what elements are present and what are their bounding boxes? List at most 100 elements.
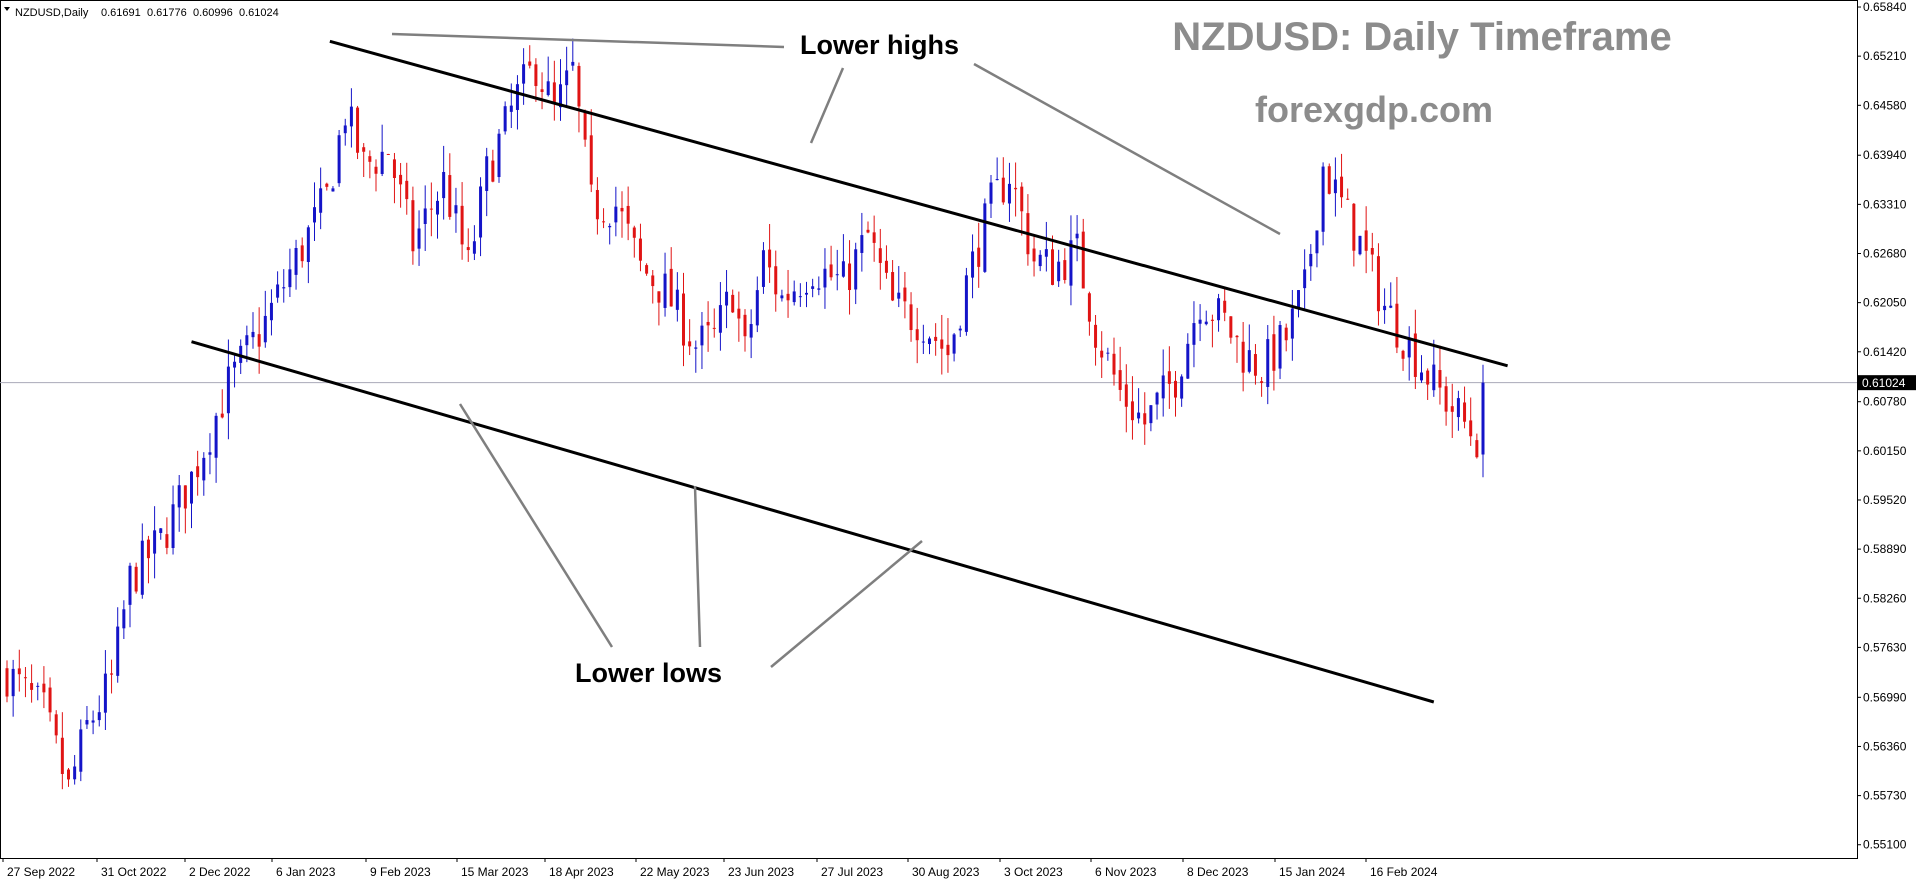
x-tick-label: 23 Jun 2023 <box>728 865 794 879</box>
bull-candle <box>755 276 759 333</box>
candle-body <box>288 269 292 288</box>
candle-body <box>712 327 716 329</box>
candle-body <box>36 685 40 687</box>
bear-candle <box>1020 182 1024 236</box>
time-axis[interactable]: 27 Sep 2022 31 Oct 2022 2 Dec 2022 6 Jan 20… <box>2 858 1438 879</box>
candle-body <box>97 712 101 721</box>
candle-body <box>399 174 403 185</box>
bull-candle <box>417 210 421 266</box>
ohlc-close: 0.61024 <box>239 7 279 19</box>
bear-candle <box>934 323 938 356</box>
candle-body <box>1272 334 1276 371</box>
bear-candle <box>1100 331 1104 378</box>
bull-candle <box>1044 221 1048 272</box>
bull-candle <box>817 276 821 296</box>
bull-candle <box>1358 235 1362 256</box>
candle-body <box>1346 198 1350 200</box>
bull-candle <box>798 283 802 307</box>
candle-body <box>1444 386 1448 412</box>
bull-candle <box>1149 405 1153 432</box>
trendline-lower <box>191 340 1435 704</box>
bear-candle <box>1260 376 1264 397</box>
candle-body <box>509 105 513 112</box>
candle-body <box>159 528 163 533</box>
dropdown-triangle-icon[interactable] <box>4 7 10 11</box>
bull-candle <box>1383 288 1387 324</box>
bear-candle <box>17 649 21 692</box>
bear-candle <box>429 182 433 237</box>
bull-candle <box>128 562 132 628</box>
candle-body <box>638 238 642 261</box>
bull-candle <box>159 528 163 540</box>
annotation-lower-highs: Lower highs <box>800 30 959 60</box>
candle-body <box>448 175 452 217</box>
candle-body <box>442 171 446 199</box>
candle-body <box>140 540 144 595</box>
candle-body <box>73 766 77 780</box>
candle-body <box>841 261 845 277</box>
candle-body <box>5 668 9 697</box>
price-axis[interactable]: 0.65840 0.65210 0.64580 0.63940 0.63310 0.626… <box>1857 0 1907 852</box>
ohlc-open: 0.61691 <box>101 7 141 19</box>
bear-candle <box>620 191 624 238</box>
candle-body <box>454 205 458 214</box>
candle-body <box>565 70 569 86</box>
candle-body <box>571 61 575 66</box>
candle-body <box>731 294 735 313</box>
bull-candle <box>989 174 993 218</box>
candle-body <box>436 200 439 215</box>
bull-candle <box>251 312 255 349</box>
candle-body <box>921 341 925 343</box>
y-tick-label: 0.58890 <box>1863 542 1907 556</box>
candle-body <box>1217 298 1221 321</box>
bear-candle <box>706 301 710 352</box>
candle-body <box>872 232 876 243</box>
bear-candle <box>1143 392 1147 445</box>
bull-candle <box>983 198 987 273</box>
candle-body <box>257 334 261 347</box>
bull-candle <box>337 129 341 187</box>
bear-candle <box>1272 315 1276 391</box>
candle-body <box>276 284 280 298</box>
bear-candle <box>657 291 661 326</box>
candle-body <box>1063 260 1067 281</box>
candle-body <box>466 247 470 251</box>
bull-candle <box>614 186 618 237</box>
candle-body <box>1155 392 1159 405</box>
bull-candle <box>153 506 157 579</box>
trendline-upper <box>329 39 1508 368</box>
candle-body <box>374 166 378 174</box>
candle-body <box>755 290 759 326</box>
chart-header: NZDUSD,Daily 0.61691 0.61776 0.60996 0.6… <box>4 7 279 19</box>
bull-candle <box>226 339 230 440</box>
bear-candle <box>1130 376 1134 440</box>
bull-candle <box>79 719 83 782</box>
candle-body <box>1401 350 1405 359</box>
chart-title: NZDUSD: Daily Timeframe <box>1172 15 1671 59</box>
candle-body <box>577 65 581 107</box>
bull-candle <box>306 225 310 284</box>
bear-candle <box>786 269 790 318</box>
bull-candle <box>608 223 612 245</box>
y-tick-label: 0.62680 <box>1863 247 1907 261</box>
bear-candle <box>220 389 224 419</box>
candle-body <box>1038 254 1042 267</box>
candle-body <box>429 208 433 210</box>
bear-candle <box>1469 397 1473 446</box>
candle-body <box>1001 177 1005 203</box>
candle-body <box>313 207 316 223</box>
candle-body <box>122 609 126 629</box>
candle-body <box>1247 350 1251 372</box>
bull-candle <box>349 88 353 148</box>
candle-body <box>1370 248 1374 255</box>
candle-body <box>1130 401 1134 421</box>
bear-candle <box>1001 157 1005 205</box>
candle-body <box>540 89 544 92</box>
bull-candle <box>177 475 181 532</box>
candle-body <box>1481 382 1485 455</box>
bear-candle <box>1463 386 1467 429</box>
candle-body <box>1438 370 1442 388</box>
bear-candle <box>1327 163 1331 195</box>
